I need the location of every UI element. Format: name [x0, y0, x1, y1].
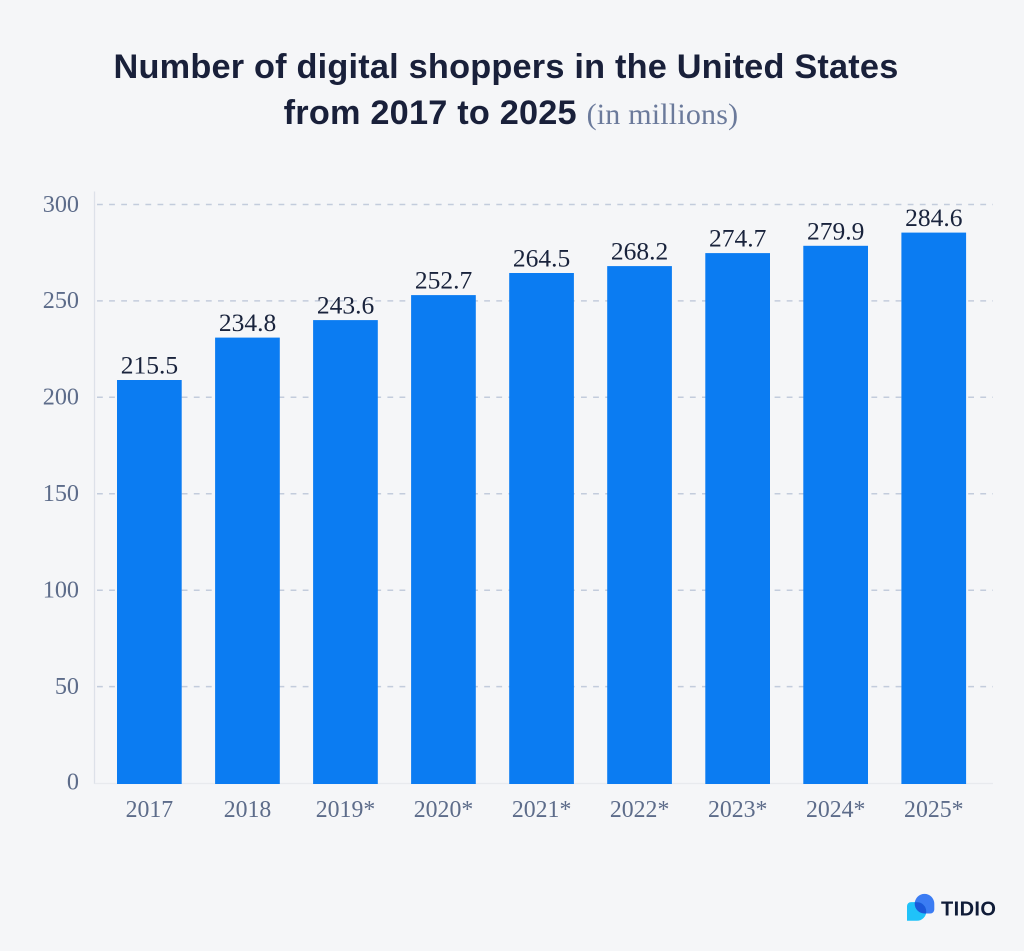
svg-text:264.5: 264.5 [513, 244, 570, 273]
svg-text:50: 50 [55, 673, 79, 700]
svg-text:2020*: 2020* [414, 797, 474, 823]
svg-text:100: 100 [43, 577, 79, 604]
svg-text:150: 150 [43, 480, 79, 507]
svg-text:TIDIO: TIDIO [941, 899, 996, 921]
svg-text:2021*: 2021* [512, 797, 572, 823]
svg-text:300: 300 [43, 191, 79, 218]
svg-text:from 2017 to 2025 (in millions: from 2017 to 2025 (in millions) [284, 94, 739, 132]
svg-text:2024*: 2024* [806, 797, 866, 823]
svg-text:243.6: 243.6 [317, 291, 374, 320]
svg-text:Number of digital shoppers in: Number of digital shoppers in the United… [114, 48, 899, 86]
svg-text:2017: 2017 [126, 797, 174, 823]
svg-text:2018: 2018 [224, 797, 272, 823]
svg-text:0: 0 [67, 769, 79, 796]
svg-text:250: 250 [43, 287, 79, 314]
svg-text:2023*: 2023* [708, 797, 768, 823]
svg-text:2025*: 2025* [904, 797, 964, 823]
svg-text:279.9: 279.9 [807, 216, 864, 245]
svg-text:284.6: 284.6 [905, 203, 962, 232]
svg-text:252.7: 252.7 [415, 266, 473, 295]
svg-text:215.5: 215.5 [121, 351, 178, 380]
svg-text:234.8: 234.8 [219, 308, 276, 337]
svg-text:2022*: 2022* [610, 797, 670, 823]
svg-text:2019*: 2019* [316, 797, 376, 823]
svg-text:274.7: 274.7 [709, 224, 767, 253]
svg-text:268.2: 268.2 [611, 237, 668, 266]
svg-text:200: 200 [43, 384, 79, 411]
